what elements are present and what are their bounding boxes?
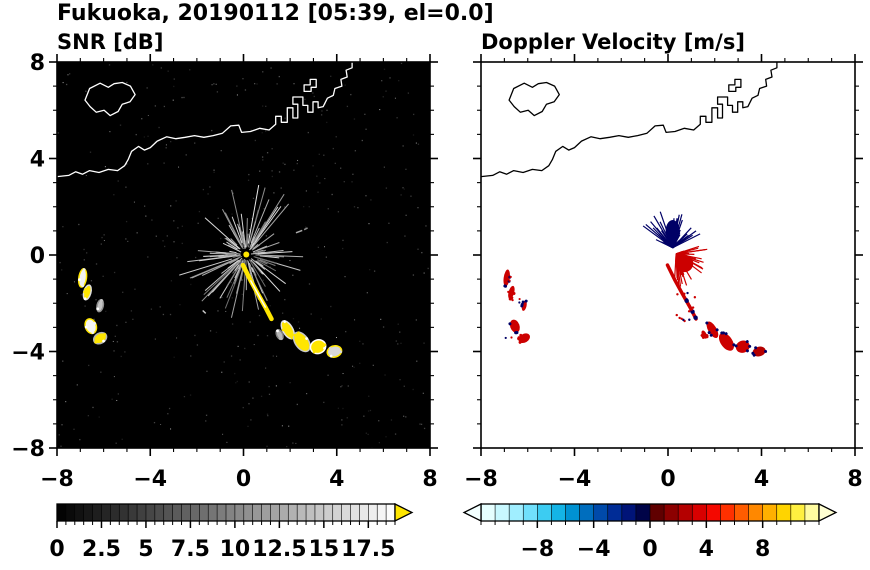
y-tick-label: 4 [30, 148, 45, 173]
colorbar-tick-label: −4 [577, 537, 611, 562]
vel-arc-dot [693, 315, 698, 320]
colorbar-tick-label: 2.5 [82, 537, 121, 562]
colorbar-over-arrow [818, 502, 838, 523]
colorbar-under-arrow [462, 502, 482, 523]
vel-echo-blob [508, 319, 520, 335]
x-tick-label: −4 [558, 467, 592, 492]
snr-panel-title: SNR [dB] [57, 30, 164, 54]
colorbar-tick-label: 5 [138, 537, 153, 562]
colorbar-tick-label: 4 [699, 537, 714, 562]
colorbar-tick-label: 0 [49, 537, 64, 562]
coastline-dock [303, 78, 317, 93]
coastline-mainland [481, 62, 778, 178]
snr-echo-blob [280, 320, 296, 340]
snr-echo-arc-highlight [249, 279, 267, 308]
coastline-mainland [57, 62, 353, 178]
snr-echo-blob [92, 331, 108, 345]
colorbar-tick-label: 17.5 [341, 537, 395, 562]
vel-panel-title: Doppler Velocity [m/s] [481, 30, 745, 54]
vel-plot-bg [481, 62, 855, 448]
x-tick-label: −8 [40, 467, 74, 492]
snr-echo-blob [292, 331, 311, 353]
vel-echo-blob [751, 346, 768, 357]
snr-colorbar: 0 2.5 5 7.5 10 12.5 15 17.5 [49, 502, 414, 562]
y-tick-label: −8 [11, 437, 45, 462]
snr-echo-dash [202, 309, 207, 314]
snr-echo-dash [303, 227, 308, 231]
snr-echo-blob [96, 298, 105, 313]
colorbar-tick-label: 7.5 [171, 537, 210, 562]
x-tick-label: −8 [464, 467, 498, 492]
vel-echo-blob [517, 333, 530, 344]
snr-echo-blob [326, 345, 343, 358]
snr-panel: −8 −4 0 4 8 8 4 0 −4 −8 0 2.5 5 7.5 10 12.5 15 17.5 [11, 51, 438, 562]
colorbar-tick-label: 8 [755, 537, 770, 562]
coastline-island [84, 81, 136, 117]
snr-echo-blob [84, 318, 98, 335]
snr-echo-blob [309, 339, 327, 355]
colorbar-tick-label: 0 [642, 537, 657, 562]
vel-echo-blob [705, 321, 719, 338]
vel-echo-blob [734, 340, 752, 353]
radar-center-dot [243, 251, 250, 258]
x-tick-label: 0 [236, 467, 251, 492]
vel-colorbar: −8 −4 0 4 8 [462, 502, 838, 562]
snr-echo-dash [295, 229, 303, 234]
y-tick-label: 8 [30, 51, 45, 76]
colorbar-tick-label: −8 [520, 537, 554, 562]
x-tick-label: 0 [660, 467, 675, 492]
vel-panel: −8 −4 0 4 8 −8 −4 0 4 8 [462, 54, 863, 562]
colorbar-tick-label: 15 [309, 537, 340, 562]
snr-echo-blob [77, 268, 88, 288]
vel-echo-blob [520, 299, 528, 311]
vel-echo-blob [718, 331, 736, 351]
x-tick-label: 8 [422, 467, 437, 492]
x-tick-label: −4 [133, 467, 167, 492]
y-tick-label: −4 [11, 341, 45, 366]
y-tick-label: 0 [30, 244, 45, 269]
colorbar-over-arrow [394, 502, 414, 523]
x-tick-label: 4 [754, 467, 769, 492]
x-tick-label: 4 [329, 467, 344, 492]
vel-echo-blob [508, 285, 516, 301]
snr-echo-blob [275, 329, 284, 341]
colorbar-tick-label: 12.5 [252, 537, 306, 562]
snr-echo-blob [82, 284, 92, 301]
snr-echo-arc-faint [253, 272, 268, 302]
x-tick-label: 8 [847, 467, 862, 492]
vel-echo-blob [700, 330, 709, 339]
colorbar-tick-label: 10 [220, 537, 251, 562]
coastline-island [508, 81, 560, 117]
figure-title: Fukuoka, 20190112 [05:39, el=0.0] [57, 1, 494, 26]
coastline-dock [728, 78, 742, 93]
